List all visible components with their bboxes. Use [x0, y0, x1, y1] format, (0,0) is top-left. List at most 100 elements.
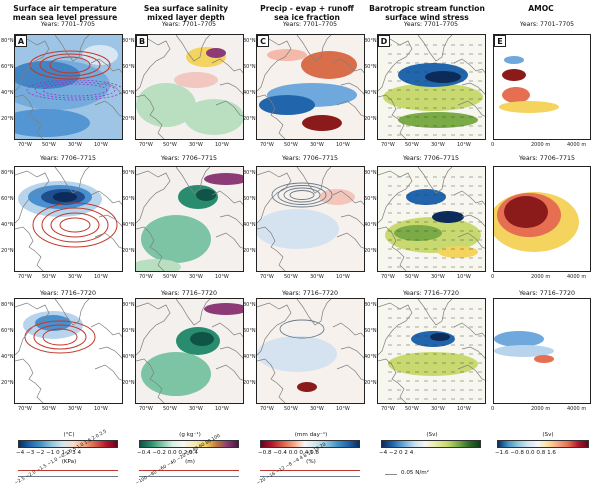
lon-tick: 10°W — [336, 142, 350, 148]
lat-tick: 40°N — [243, 354, 256, 360]
lat-tick: 80°N — [1, 170, 14, 176]
period-label: Years: 7716–7720 — [161, 290, 217, 297]
lon-tick: 50°W — [284, 406, 298, 412]
lat-tick: 40°N — [1, 354, 14, 360]
column-title-a-line2: mean sea level pressure — [12, 13, 118, 22]
lat-tick: 80°N — [122, 170, 135, 176]
lat-tick: 60°N — [122, 328, 135, 334]
period-label: Years: 7706–7715 — [403, 155, 459, 162]
period-label: Years: 7701–7705 — [282, 21, 338, 28]
lat-tick: 80°N — [122, 302, 135, 308]
lon-tick: 10°W — [457, 142, 471, 148]
panel-e-row2 — [493, 166, 591, 272]
lon-tick: 70°W — [260, 142, 274, 148]
panel-c-row3 — [256, 298, 365, 404]
panel-map — [257, 299, 364, 403]
colorbar-unit-secondary: (KPa) — [61, 459, 77, 465]
lon-tick: 70°W — [18, 274, 32, 280]
lat-tick: 80°N — [364, 302, 377, 308]
lat-tick: 20°N — [243, 380, 256, 386]
lon-tick: 10°W — [336, 274, 350, 280]
lon-tick: 10°W — [457, 406, 471, 412]
lon-tick: 30°W — [189, 142, 203, 148]
panel-c-row2 — [256, 166, 365, 272]
column-title-e-line1: AMOC — [528, 4, 554, 13]
period-label: Years: 7716–7720 — [40, 290, 96, 297]
contour-scale — [18, 470, 118, 477]
lon-tick: 10°W — [336, 406, 350, 412]
column-title-d-line2: surface wind stress — [385, 13, 469, 22]
lat-tick: 20°N — [122, 380, 135, 386]
lat-tick: 20°N — [243, 248, 256, 254]
lon-tick: 30°W — [310, 406, 324, 412]
lat-tick: 40°N — [1, 222, 14, 228]
panel-b-row3 — [135, 298, 244, 404]
column-title-c-line1: Precip - evap + runoff — [260, 4, 354, 13]
lat-tick: 20°N — [364, 380, 377, 386]
panel-d-row3 — [377, 298, 486, 404]
lat-tick: 20°N — [243, 116, 256, 122]
lon-tick: 10°W — [94, 142, 108, 148]
column-title-d: Barotropic stream function surface wind … — [368, 4, 486, 22]
amoc-depth-tick: 2000 m — [531, 406, 551, 412]
amoc-depth-tick: 0 — [491, 274, 495, 280]
lat-tick: 20°N — [364, 116, 377, 122]
lat-tick: 40°N — [122, 354, 135, 360]
lat-tick: 60°N — [364, 328, 377, 334]
panel-letter: A — [15, 35, 27, 47]
lat-tick: 60°N — [122, 196, 135, 202]
panel-e-row1: E — [493, 34, 591, 140]
lon-tick: 70°W — [381, 274, 395, 280]
panel-map — [257, 35, 364, 139]
column-title-b-line2: mixed layer depth — [147, 13, 225, 22]
wind-stress-reference-arrow — [385, 474, 397, 475]
lon-tick: 50°W — [405, 142, 419, 148]
panel-letter: B — [136, 35, 148, 47]
panel-e-row3 — [493, 298, 591, 404]
panel-map — [378, 35, 485, 139]
colorbar-ticks: −0.8 −0.4 0.0 0.4 0.8 — [258, 450, 319, 456]
lat-tick: 40°N — [122, 90, 135, 96]
panel-a-row2 — [14, 166, 123, 272]
amoc-depth-tick: 2000 m — [531, 274, 551, 280]
lat-tick: 40°N — [122, 222, 135, 228]
lat-tick: 60°N — [243, 64, 256, 70]
lon-tick: 10°W — [215, 142, 229, 148]
lon-tick: 70°W — [139, 406, 153, 412]
panel-map — [494, 35, 590, 139]
lon-tick: 30°W — [68, 142, 82, 148]
colorbar-unit: (Sv) — [542, 432, 554, 438]
period-label: Years: 7706–7715 — [161, 155, 217, 162]
colorbar-ticks: −0.4 −0.2 0.0 0.2 0.4 — [137, 450, 198, 456]
panel-d-row2 — [377, 166, 486, 272]
colorbar-unit: (°C) — [63, 432, 75, 438]
lon-tick: 10°W — [94, 274, 108, 280]
lon-tick: 70°W — [260, 274, 274, 280]
lon-tick: 70°W — [381, 142, 395, 148]
lon-tick: 70°W — [139, 142, 153, 148]
lat-tick: 60°N — [1, 64, 14, 70]
panel-map — [494, 299, 590, 403]
colorbar-e — [497, 440, 589, 448]
lon-tick: 10°W — [215, 406, 229, 412]
panel-b-row1: B — [135, 34, 244, 140]
panel-map — [136, 35, 243, 139]
lat-tick: 20°N — [1, 116, 14, 122]
lat-tick: 40°N — [364, 222, 377, 228]
lat-tick: 60°N — [1, 196, 14, 202]
panel-letter: C — [257, 35, 269, 47]
lon-tick: 50°W — [163, 274, 177, 280]
lon-tick: 70°W — [260, 406, 274, 412]
panel-a-row1: A — [14, 34, 123, 140]
lon-tick: 10°W — [457, 274, 471, 280]
lon-tick: 50°W — [284, 274, 298, 280]
lat-tick: 20°N — [364, 248, 377, 254]
lat-tick: 60°N — [364, 64, 377, 70]
lon-tick: 30°W — [310, 142, 324, 148]
lat-tick: 80°N — [243, 302, 256, 308]
panel-map — [494, 167, 590, 271]
colorbar-unit-secondary: (m) — [185, 459, 195, 465]
lon-tick: 10°W — [215, 274, 229, 280]
lat-tick: 80°N — [364, 170, 377, 176]
panel-letter: E — [494, 35, 506, 47]
